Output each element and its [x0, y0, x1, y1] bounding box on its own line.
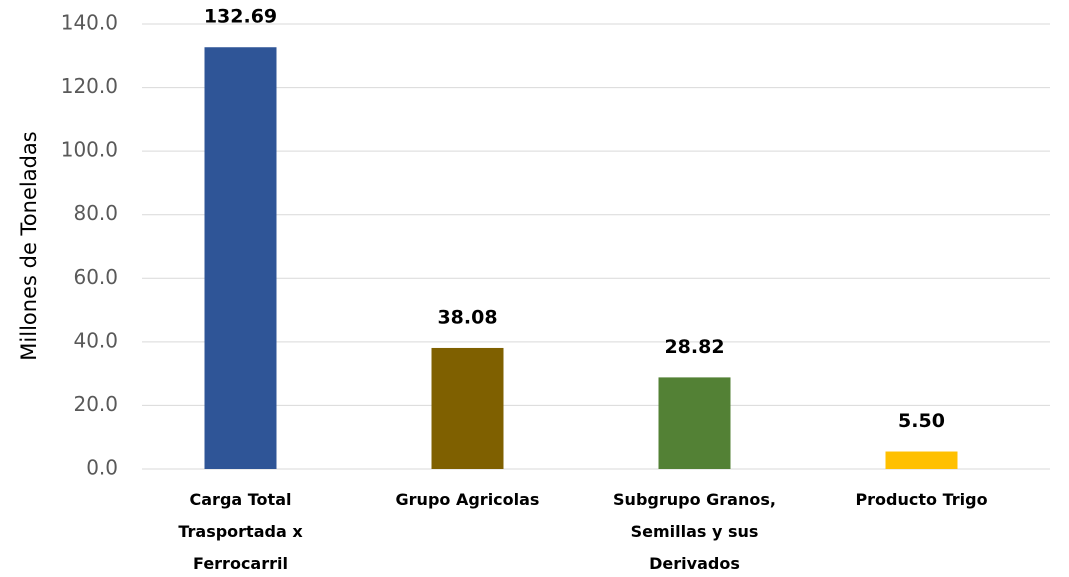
- bar: [204, 47, 277, 470]
- value-label: 28.82: [664, 336, 724, 358]
- value-label: 5.50: [898, 410, 945, 432]
- x-tick-label: Producto Trigo: [855, 490, 987, 509]
- y-tick-label: 120.0: [61, 74, 118, 98]
- x-tick-label: Carga Total Trasportada x Ferrocarril: [178, 490, 303, 573]
- y-tick-label: 20.0: [73, 392, 118, 416]
- y-tick-label: 40.0: [73, 328, 118, 352]
- y-tick-label: 100.0: [61, 138, 118, 162]
- value-label: 38.08: [437, 306, 497, 328]
- y-tick-label: 140.0: [61, 11, 118, 35]
- y-axis-label: Millones de Toneladas: [17, 131, 41, 360]
- y-tick-label: 0.0: [86, 456, 118, 480]
- value-label: 132.69: [204, 6, 277, 28]
- bar: [431, 347, 504, 469]
- bar: [885, 451, 958, 469]
- y-tick-label: 80.0: [73, 201, 118, 225]
- bar: [658, 377, 731, 469]
- y-tick-label: 60.0: [73, 265, 118, 289]
- x-tick-label: Grupo Agricolas: [396, 490, 540, 509]
- x-tick-label: Subgrupo Granos, Semillas y sus Derivados: [613, 490, 776, 573]
